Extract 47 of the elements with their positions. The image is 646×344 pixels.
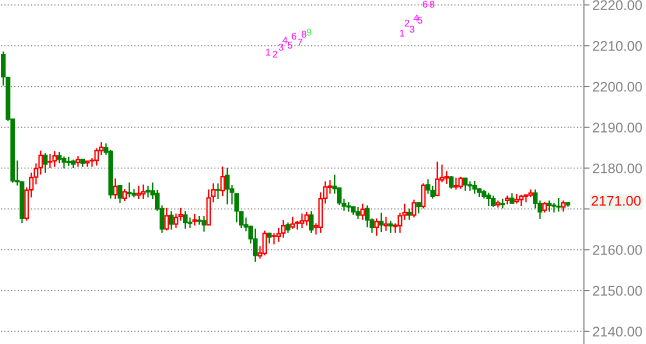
annotation: 1 bbox=[400, 30, 404, 37]
candlestick bbox=[542, 202, 547, 212]
candlestick bbox=[560, 200, 566, 212]
candlestick bbox=[113, 178, 118, 200]
annotation: 2 bbox=[404, 20, 410, 27]
y-tick-label: 2200.00 bbox=[592, 82, 642, 92]
annotation: 3 bbox=[410, 26, 414, 33]
annotation: 6 bbox=[422, 0, 428, 8]
annotation: 9 bbox=[306, 28, 312, 36]
candlestick bbox=[252, 228, 258, 262]
candlestick bbox=[122, 189, 127, 202]
y-tick-label: 2150.00 bbox=[592, 286, 642, 296]
annotation: 5 bbox=[418, 16, 422, 24]
candlestick bbox=[280, 220, 286, 238]
annotation: 4 bbox=[282, 36, 288, 44]
candlestick bbox=[43, 153, 48, 173]
candlestick bbox=[504, 196, 510, 204]
annotation: 6 bbox=[292, 32, 296, 40]
y-tick-label: 2140.00 bbox=[592, 326, 642, 337]
annotation: 5 bbox=[288, 42, 292, 49]
candlestick bbox=[378, 212, 384, 232]
candlestick bbox=[500, 198, 505, 208]
y-tick-label: 2210.00 bbox=[592, 41, 642, 51]
candlestick bbox=[448, 176, 454, 189]
candlestick bbox=[388, 220, 393, 233]
y-tick-label: 2160.00 bbox=[592, 245, 642, 255]
candlestick bbox=[374, 218, 379, 236]
candlestick bbox=[168, 211, 174, 230]
y-tick-label: 2180.00 bbox=[592, 163, 642, 174]
annotation: 4 bbox=[414, 14, 418, 22]
candlestick bbox=[192, 214, 197, 226]
candlestick bbox=[308, 211, 314, 233]
y-tick-label: 2190.00 bbox=[592, 122, 642, 132]
annotation: 1 bbox=[266, 48, 270, 56]
annotation: 7 bbox=[298, 38, 302, 46]
annotation: 8 bbox=[302, 30, 306, 38]
text: 2171.00 bbox=[592, 196, 641, 206]
annotation: 2 bbox=[272, 50, 278, 58]
candlestick bbox=[164, 208, 169, 230]
candlestick bbox=[220, 166, 225, 196]
y-tick-label: 2220.00 bbox=[592, 0, 642, 10]
annotation: 8 bbox=[430, 0, 434, 8]
candlestick bbox=[140, 184, 146, 200]
candlestick bbox=[360, 204, 365, 220]
candlestick bbox=[490, 196, 496, 207]
annotation: 3 bbox=[278, 44, 284, 51]
candlestick bbox=[406, 208, 412, 220]
